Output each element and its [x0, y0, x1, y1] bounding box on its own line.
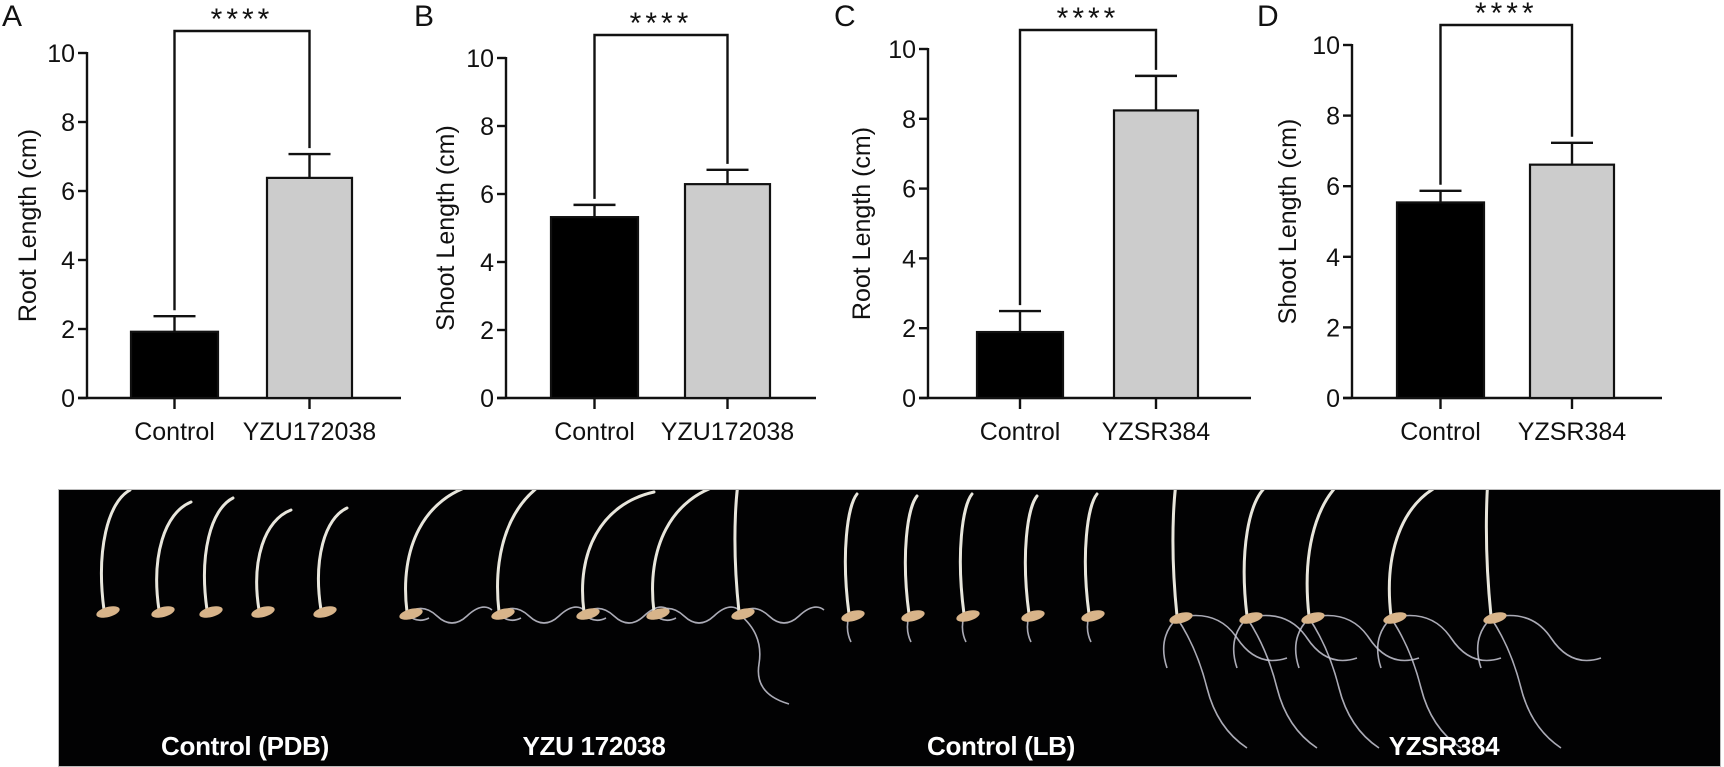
y-tick-label: 10 [466, 45, 494, 73]
x-tick-label: Control [980, 418, 1061, 446]
bar-charts: A 0 2 4 6 8 10 Root Length (cm) Control YZU172038… [2, 0, 1662, 446]
x-tick-label: YZU172038 [243, 418, 376, 446]
y-axis-label: Shoot Length (cm) [432, 125, 460, 331]
bar-yzsr384 [1528, 163, 1616, 400]
caption-control-lb: Control (LB) [926, 731, 1076, 761]
seedling [399, 490, 493, 624]
y-tick-label: 0 [480, 385, 494, 413]
y-tick-label: 6 [902, 176, 916, 204]
seedling [956, 492, 980, 643]
seedling [1021, 494, 1045, 643]
significance-bracket [1018, 28, 1158, 306]
seedling [96, 490, 132, 618]
y-tick-label: 0 [1326, 385, 1340, 413]
x-tick-label: Control [134, 418, 215, 446]
seedling [646, 490, 740, 624]
seedling [491, 490, 585, 624]
significance-stars: **** [630, 7, 693, 40]
y-tick-label: 10 [1312, 32, 1340, 60]
panel-letter: C [834, 0, 856, 33]
x-tick-label: YZSR384 [1102, 418, 1210, 446]
y-axis-label: Root Length (cm) [14, 129, 42, 322]
seedling [901, 494, 925, 643]
seedling [1081, 492, 1105, 643]
seedling [1162, 490, 1288, 749]
significance-stars: **** [1057, 2, 1120, 35]
chart-panel-c: C 0 2 4 6 8 10 Root Length (cm) Control YZSR384 **… [834, 0, 1251, 446]
y-tick-label: 10 [47, 40, 75, 68]
y-tick-label: 8 [1326, 103, 1340, 131]
significance-stars: **** [211, 3, 274, 36]
bar-yzu172038 [683, 183, 772, 400]
y-tick-label: 2 [480, 317, 494, 345]
y-axis-label: Root Length (cm) [848, 127, 876, 320]
y-tick-label: 8 [480, 113, 494, 141]
chart-panel-a: A 0 2 4 6 8 10 Root Length (cm) Control YZU172038… [2, 0, 401, 446]
y-tick-label: 2 [61, 316, 75, 344]
significance-bracket [593, 33, 729, 199]
y-tick-label: 6 [1326, 173, 1340, 201]
bar-control [129, 330, 220, 400]
panel-letter: B [414, 0, 434, 33]
bar-control [549, 216, 640, 400]
chart-panel-d: D 0 2 4 6 8 10 Shoot Length (cm) Control YZSR384 *… [1257, 0, 1662, 446]
caption-yzu172038: YZU 172038 [522, 731, 666, 761]
x-tick-label: YZSR384 [1518, 418, 1626, 446]
caption-yzsr384: YZSR384 [1388, 731, 1500, 761]
seedling [1232, 490, 1358, 749]
seedling [151, 500, 193, 618]
panel-letter: D [1257, 0, 1279, 33]
significance-bracket [1439, 23, 1574, 185]
bar-control [1395, 201, 1486, 400]
y-tick-label: 4 [902, 245, 916, 273]
bar-control [975, 330, 1065, 400]
y-axis-label: Shoot Length (cm) [1274, 119, 1302, 325]
seedling [1294, 490, 1420, 749]
y-tick-label: 4 [480, 249, 494, 277]
bar-yzsr384 [1112, 109, 1200, 400]
caption-control-pdb: Control (PDB) [161, 731, 329, 761]
seedling [313, 506, 349, 618]
significance-bracket [173, 29, 311, 311]
seedling [199, 496, 235, 618]
seedling [251, 508, 293, 618]
seedling [1476, 490, 1602, 749]
x-tick-label: Control [554, 418, 635, 446]
y-tick-label: 4 [61, 247, 75, 275]
y-tick-label: 8 [61, 109, 75, 137]
y-tick-label: 4 [1326, 244, 1340, 272]
y-tick-label: 8 [902, 106, 916, 134]
y-tick-label: 6 [480, 181, 494, 209]
x-tick-label: Control [1400, 418, 1481, 446]
seedling [576, 490, 670, 624]
seedling [731, 490, 825, 705]
y-tick-label: 2 [902, 315, 916, 343]
x-tick-label: YZU172038 [661, 418, 794, 446]
seedlings-illustration [96, 490, 1602, 749]
significance-stars: **** [1475, 0, 1538, 30]
bar-yzu172038 [265, 176, 354, 400]
panel-letter: A [2, 0, 22, 33]
chart-panel-b: B 0 2 4 6 8 10 Shoot Length (cm) Control YZU17203… [414, 0, 816, 446]
y-tick-label: 0 [902, 385, 916, 413]
y-tick-label: 2 [1326, 314, 1340, 342]
y-tick-label: 10 [888, 36, 916, 64]
seedling [841, 492, 865, 643]
seedling [1376, 490, 1502, 749]
seedling-photo: Control (PDB) YZU 172038 Control (LB) YZ… [58, 489, 1721, 767]
y-tick-label: 6 [61, 178, 75, 206]
y-tick-label: 0 [61, 385, 75, 413]
